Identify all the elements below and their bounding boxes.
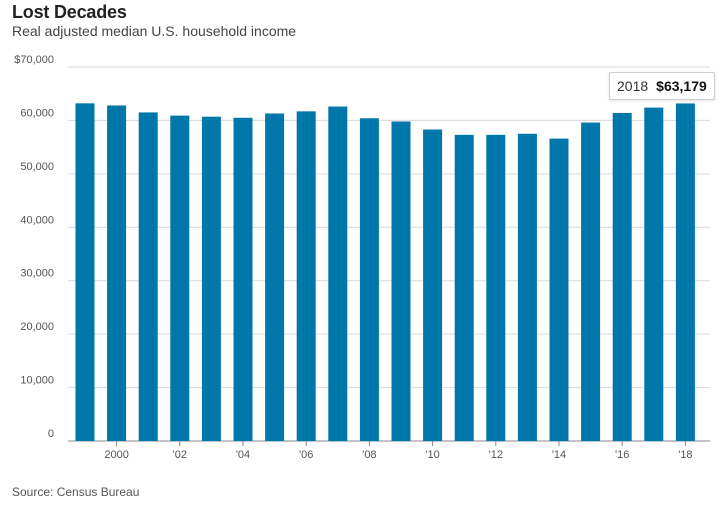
x-tick-label: '08	[362, 449, 376, 461]
bar	[517, 133, 537, 442]
x-tick-label: '14	[552, 449, 566, 461]
chart-source: Source: Census Bureau	[12, 485, 140, 499]
bar	[486, 134, 506, 441]
bar	[170, 115, 190, 442]
y-tick-label: 0	[48, 428, 54, 440]
bar	[581, 122, 601, 442]
bar	[391, 121, 411, 442]
bar	[359, 118, 379, 441]
y-tick-label: 60,000	[20, 107, 54, 119]
bar	[107, 105, 127, 442]
chart-subtitle: Real adjusted median U.S. household inco…	[12, 23, 297, 39]
bar	[644, 107, 664, 441]
tooltip-year: 2018	[617, 78, 649, 94]
bar	[454, 134, 474, 441]
bar	[233, 117, 253, 441]
tooltip-value: $63,179	[656, 78, 707, 94]
bar	[612, 112, 632, 441]
y-tick-label: 20,000	[20, 321, 54, 333]
x-tick-label: '02	[173, 449, 187, 461]
x-tick-label: '18	[678, 449, 692, 461]
y-tick-label: 30,000	[20, 268, 54, 280]
bar	[138, 112, 158, 442]
x-tick-label: '06	[299, 449, 313, 461]
bar	[328, 106, 348, 441]
bar	[675, 103, 695, 441]
x-tick-label: '04	[236, 449, 250, 461]
y-tick-label: $70,000	[14, 54, 54, 66]
value-tooltip: 2018 $63,179	[609, 72, 715, 100]
x-tick-label: '10	[425, 449, 439, 461]
bar	[296, 111, 316, 442]
y-tick-label: 50,000	[20, 161, 54, 173]
bar	[201, 116, 221, 441]
bar	[423, 129, 443, 442]
y-tick-label: 40,000	[20, 214, 54, 226]
bar	[75, 103, 95, 442]
chart-title: Lost Decades	[12, 2, 127, 22]
y-tick-label: 10,000	[20, 375, 54, 387]
bar	[549, 138, 569, 441]
x-tick-label: '12	[489, 449, 503, 461]
x-tick-label: '16	[615, 449, 629, 461]
bar	[265, 113, 285, 442]
x-tick-label: 2000	[104, 449, 128, 461]
